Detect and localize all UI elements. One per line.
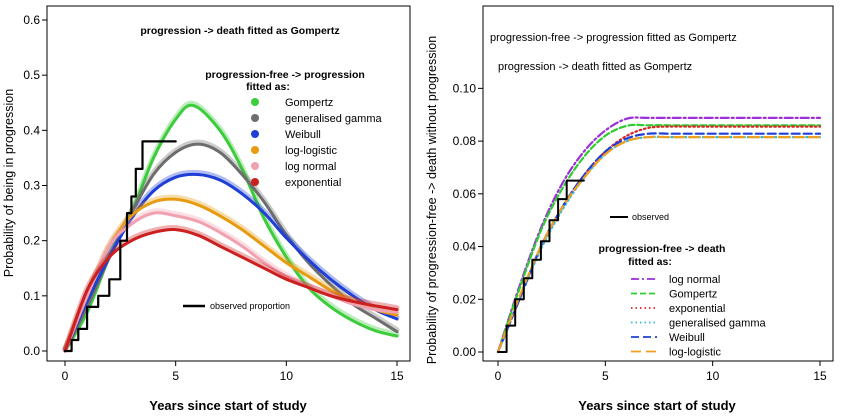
y-tick-label: 0.10 — [453, 81, 477, 95]
left-annotation: progression -> death fitted as Gompertz — [140, 25, 339, 37]
legend-label: Gompertz — [285, 97, 333, 109]
x-tick-label: 0 — [495, 369, 502, 383]
y-tick-label: 0.02 — [453, 292, 477, 306]
left-legend-title-line2: fitted as: — [246, 81, 290, 93]
right-chart-panel: 0 5 10 15 0.00 0.02 0.04 0.06 0.08 0.10 progressi… — [425, 5, 834, 413]
y-tick-label: 0.4 — [23, 123, 40, 137]
left-axes: 0 5 10 15 0.0 0.1 0.2 0.3 0.4 0.5 0.6 — [23, 13, 404, 383]
right-legend-title-line2: fitted as: — [628, 256, 672, 268]
y-tick-label: 0.06 — [453, 187, 477, 201]
right-annotation-2: progression -> death fitted as Gompertz — [498, 61, 692, 73]
right-y-axis-label: Probability of progression-free -> death… — [425, 36, 439, 364]
legend-label: Weibull — [285, 129, 321, 141]
left-legend-title-line1: progression-free -> progression — [205, 69, 365, 81]
right-series-log-logistic — [496, 135, 822, 354]
left-plot-frame — [46, 5, 411, 362]
legend-marker — [251, 162, 259, 170]
x-tick-label: 5 — [602, 369, 609, 383]
legend-label: Weibull — [669, 332, 705, 344]
left-series-band-exponential — [62, 225, 400, 352]
right-annotation-1: progression-free -> progression fitted a… — [490, 32, 737, 44]
y-tick-label: 0.08 — [453, 134, 477, 148]
legend-label: log-logistic — [669, 347, 721, 359]
left-series-band-log-logistic — [62, 194, 400, 352]
left-series-band-gompertz — [62, 100, 400, 352]
right-series-gompertz — [496, 123, 822, 354]
legend-marker — [251, 146, 259, 154]
legend-label: log normal — [669, 274, 720, 286]
right-legend: log normal Gompertz exponential generalised… — [631, 274, 766, 359]
y-tick-label: 0.6 — [23, 13, 40, 27]
legend-label: generalised gamma — [669, 318, 766, 330]
legend-marker — [251, 130, 259, 138]
legend-label: log normal — [285, 161, 336, 173]
y-tick-label: 0.5 — [23, 68, 40, 82]
legend-label: Gompertz — [669, 289, 717, 301]
left-series-log-logistic — [63, 197, 399, 353]
right-plot-frame — [482, 5, 834, 362]
x-tick-label: 5 — [172, 369, 179, 383]
y-tick-label: 0.1 — [23, 289, 40, 303]
legend-marker — [251, 178, 259, 186]
right-axes: 0 5 10 15 0.00 0.02 0.04 0.06 0.08 0.10 — [453, 81, 827, 383]
legend-marker — [251, 114, 259, 122]
right-x-axis-label: Years since start of study — [578, 398, 736, 413]
left-y-axis-label: Probability of being in progression — [2, 89, 16, 277]
right-observed-legend-label: observed — [632, 212, 669, 222]
right-legend-title-line1: progression-free -> death — [599, 243, 726, 255]
legend-label: exponential — [669, 303, 725, 315]
y-tick-label: 0.0 — [23, 344, 40, 358]
right-series-group — [496, 116, 822, 354]
left-series-band-weibull — [62, 169, 400, 352]
left-observed-legend-label: observed proportion — [210, 301, 290, 311]
y-tick-label: 0.2 — [23, 234, 40, 248]
y-tick-label: 0.3 — [23, 179, 40, 193]
left-series-group — [62, 100, 400, 353]
right-series-log-normal — [496, 116, 822, 354]
left-legend: Gompertz generalised gamma Weibull log-logi… — [251, 97, 382, 189]
legend-marker — [251, 98, 259, 106]
y-tick-label: 0.00 — [453, 345, 477, 359]
left-series-weibull — [63, 172, 399, 353]
legend-label: log-logistic — [285, 145, 337, 157]
x-tick-label: 10 — [706, 369, 720, 383]
x-tick-label: 15 — [390, 369, 404, 383]
legend-label: generalised gamma — [285, 113, 382, 125]
x-tick-label: 0 — [62, 369, 69, 383]
x-tick-label: 10 — [280, 369, 294, 383]
left-chart-panel: 0 5 10 15 0.0 0.1 0.2 0.3 0.4 0.5 0.6 progression … — [2, 5, 411, 413]
y-tick-label: 0.04 — [453, 240, 477, 254]
right-series-observed — [497, 179, 585, 353]
left-series-exponential — [63, 228, 399, 353]
left-series-observed-proportion — [63, 140, 177, 353]
legend-label: exponential — [285, 177, 341, 189]
x-tick-label: 15 — [813, 369, 827, 383]
left-x-axis-label: Years since start of study — [149, 398, 307, 413]
